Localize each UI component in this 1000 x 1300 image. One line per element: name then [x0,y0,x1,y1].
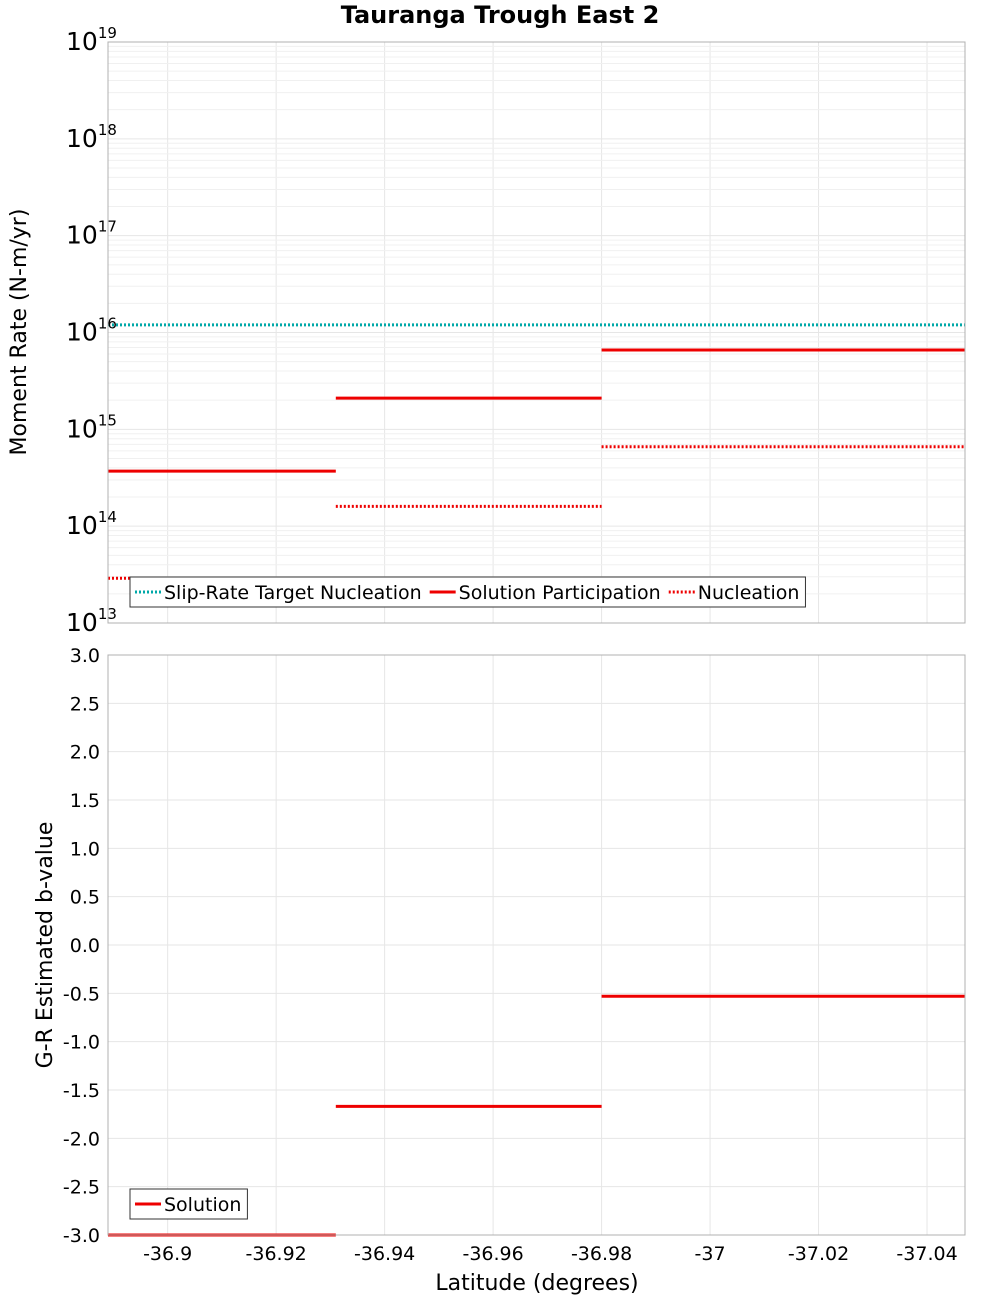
bottom-legend-label-0: Solution [164,1194,241,1216]
x-axis-ticks: -36.9 -36.92 -36.94 -36.96 -36.98 -37 -37.02 -3… [143,1243,958,1265]
x-tick-label: -36.9 [143,1243,192,1265]
x-tick-label: -36.98 [571,1243,632,1265]
top-y-tick-label: 1013 [66,605,117,637]
top-plot-frame [107,41,966,624]
bottom-y-tick-label: -2.5 [63,1177,100,1199]
bottom-y-tick-label: 3.0 [70,645,100,667]
x-tick-label: -37.02 [788,1243,849,1265]
bottom-plot-grid [108,654,965,1236]
top-y-tick-label: 1015 [66,411,117,443]
bottom-y-tick-label: -1.5 [63,1080,100,1102]
top-y-tick-label: 1017 [66,218,117,250]
x-tick-label: -36.92 [246,1243,307,1265]
bottom-y-tick-label: -0.5 [63,983,100,1005]
top-legend-label-0: Slip-Rate Target Nucleation [164,582,422,604]
top-legend: Slip-Rate Target Nucleation Solution Part… [129,576,806,608]
top-y-axis-ticks: 1013 1014 1015 1016 1017 1018 1019 [66,24,117,637]
top-legend-frame [129,576,806,608]
x-tick-label: -36.94 [354,1243,415,1265]
top-y-tick-label: 1019 [66,24,117,56]
bottom-y-tick-label: 0.0 [70,935,100,957]
top-legend-label-1: Solution Participation [459,582,661,604]
bottom-y-axis-label: G-R Estimated b-value [33,822,58,1069]
bottom-y-tick-label: -2.0 [63,1128,100,1150]
x-tick-label: -37 [695,1243,726,1265]
bottom-y-tick-label: 0.5 [70,887,100,909]
x-tick-label: -36.96 [462,1243,523,1265]
bottom-y-tick-label: 2.0 [70,742,100,764]
x-tick-label: -37.04 [896,1243,957,1265]
bottom-y-tick-label: 1.0 [70,838,100,860]
top-y-tick-label: 1014 [66,508,117,540]
chart-title: Tauranga Trough East 2 [341,1,660,29]
bottom-y-tick-label: 1.5 [70,790,100,812]
bottom-y-tick-label: -3.0 [63,1225,100,1247]
top-y-axis-label: Moment Rate (N-m/yr) [7,209,32,456]
bottom-y-tick-label: 2.5 [70,693,100,715]
top-y-tick-label: 1018 [66,121,117,153]
bottom-y-axis-ticks: 3.0 2.5 2.0 1.5 1.0 0.5 0.0 -0.5 -1.0 -1.5 -2.0 -2.… [63,645,100,1247]
top-legend-label-2: Nucleation [698,582,800,604]
bottom-y-tick-label: -1.0 [63,1032,100,1054]
top-plot-series [108,323,965,580]
bottom-plot-frame [107,654,966,1236]
top-plot-grid [108,42,965,624]
x-axis-label: Latitude (degrees) [435,1271,638,1296]
bottom-legend: Solution [129,1188,248,1220]
top-y-tick-label: 1016 [66,315,117,347]
